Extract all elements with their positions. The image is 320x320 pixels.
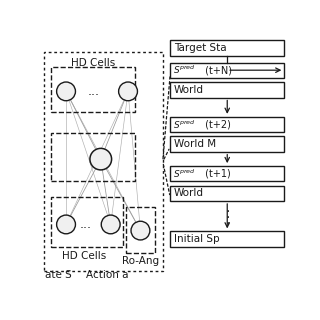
Text: ·: · [225,211,229,225]
Text: World: World [174,85,204,95]
Text: World M: World M [174,139,216,149]
Text: (t+N): (t+N) [202,65,232,75]
Text: Target Sta: Target Sta [174,43,227,53]
Text: $S^{pred}$: $S^{pred}$ [173,167,196,180]
Circle shape [57,215,76,234]
Circle shape [57,82,76,101]
Circle shape [101,215,120,234]
Circle shape [90,148,112,170]
Circle shape [131,221,150,240]
Text: HD Cells: HD Cells [71,58,116,68]
Text: ·: · [225,217,229,231]
Text: $S^{pred}$: $S^{pred}$ [173,118,196,131]
Text: ·: · [225,205,229,219]
Text: Action a: Action a [86,270,128,280]
Text: Initial Sp: Initial Sp [174,234,220,244]
Text: (t+1): (t+1) [202,169,230,179]
Text: (t+2): (t+2) [202,119,231,129]
Text: ate S: ate S [45,270,72,280]
Text: HD Cells: HD Cells [62,252,106,261]
Text: ...: ... [87,85,99,98]
Text: Ro-Ang: Ro-Ang [122,256,159,266]
Text: $S^{pred}$: $S^{pred}$ [173,64,196,76]
Circle shape [119,82,138,101]
Text: ...: ... [80,218,92,231]
Text: World: World [174,188,204,198]
